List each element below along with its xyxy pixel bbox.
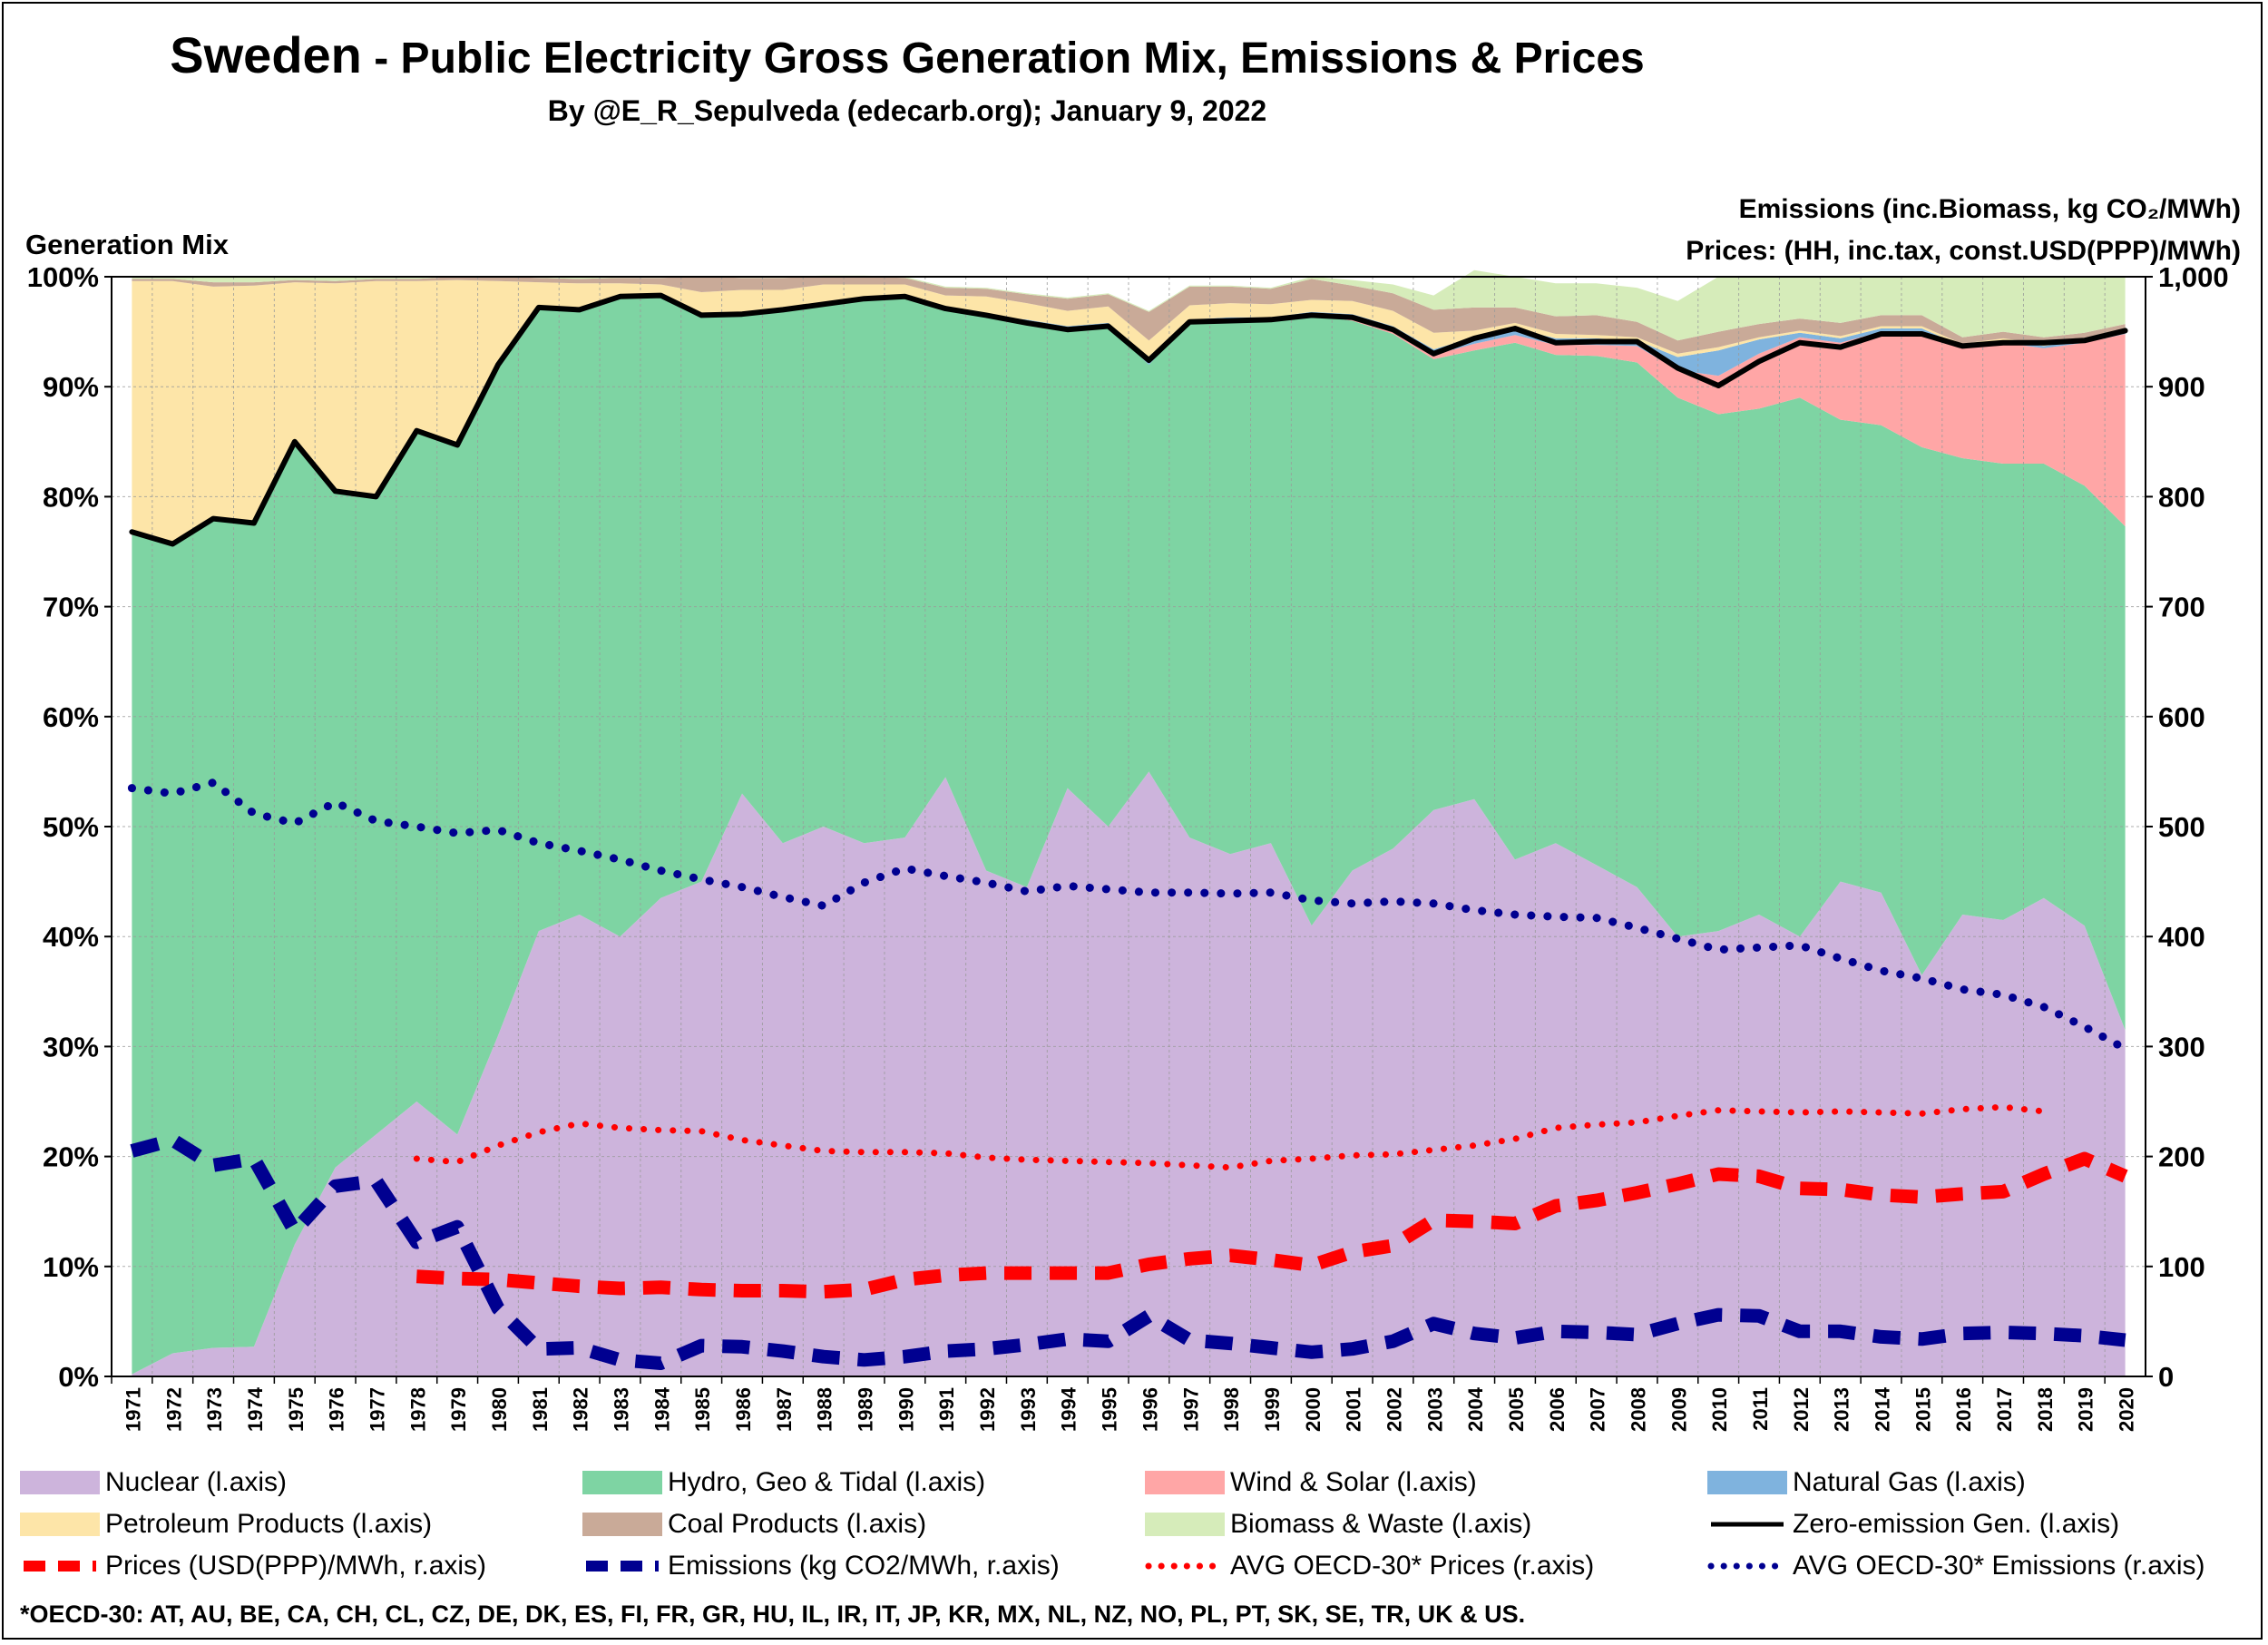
x-tick-label: 1981 (529, 1387, 552, 1432)
line-emissions (130, 1132, 2126, 1370)
right-tick-label: 900 (2158, 371, 2205, 403)
left-tick-label: 30% (43, 1031, 99, 1062)
x-tick-label: 1993 (1017, 1387, 1040, 1432)
line-zero_emission (129, 292, 2128, 547)
right-tick-label: 0 (2158, 1361, 2174, 1393)
left-tick-label: 70% (43, 592, 99, 623)
x-tick-label: 2018 (2034, 1387, 2057, 1432)
left-tick-label: 50% (43, 811, 99, 843)
x-tick-label: 1976 (326, 1387, 348, 1432)
right-tick-label: 400 (2158, 921, 2205, 953)
x-tick-label: 1974 (244, 1386, 267, 1432)
right-tick-label: 700 (2158, 592, 2205, 623)
x-tick-label: 1995 (1099, 1387, 1121, 1432)
area-hydro (132, 295, 2126, 1375)
right-tick-label: 500 (2158, 811, 2205, 843)
x-tick-label: 1973 (203, 1387, 226, 1432)
x-tick-label: 2017 (1993, 1387, 2016, 1432)
left-tick-label: 0% (58, 1361, 99, 1393)
x-tick-label: 1997 (1179, 1387, 1202, 1432)
right-tick-label: 300 (2158, 1031, 2205, 1062)
line-prices (415, 1151, 2128, 1299)
x-tick-label: 2009 (1667, 1387, 1690, 1432)
right-axis-title-prices: Prices: (HH, inc.tax, const.USD(PPP)/MWh… (1686, 236, 2241, 266)
x-tick-label: 2002 (1383, 1387, 1405, 1432)
x-tick-label: 1980 (488, 1387, 511, 1432)
right-tick-label: 200 (2158, 1141, 2205, 1173)
right-axis-title-emissions: Emissions (inc.Biomass, kg CO₂/MWh) (1738, 194, 2241, 224)
area-biomass (132, 269, 2126, 341)
x-tick-label: 1983 (611, 1387, 633, 1432)
chart-title: Sweden - Public Electricity Gross Genera… (0, 25, 1814, 84)
title-subtitle: - Public Electricity Gross Generation Mi… (361, 34, 1645, 83)
left-axis-title: Generation Mix (25, 229, 229, 260)
title-country: Sweden (170, 26, 362, 83)
left-tick-label: 20% (43, 1141, 99, 1173)
x-tick-label: 1984 (650, 1386, 673, 1432)
x-tick-label: 1987 (773, 1387, 796, 1432)
left-tick-label: 60% (43, 701, 99, 733)
x-tick-label: 2015 (1911, 1387, 1934, 1432)
x-tick-label: 1992 (976, 1387, 999, 1432)
x-tick-label: 2004 (1464, 1386, 1487, 1432)
x-tick-label: 1977 (366, 1387, 388, 1432)
x-tick-label: 1988 (814, 1387, 836, 1432)
x-tick-label: 2008 (1628, 1387, 1650, 1432)
x-tick-label: 1994 (1058, 1386, 1080, 1432)
left-tick-label: 100% (27, 261, 99, 293)
x-tick-label: 1986 (732, 1387, 755, 1432)
footnote: *OECD-30: AT, AU, BE, CA, CH, CL, CZ, DE… (20, 1601, 1526, 1628)
left-tick-label: 10% (43, 1251, 99, 1283)
line-avg_prices (413, 1103, 2048, 1171)
x-tick-label: 2001 (1343, 1387, 1365, 1432)
x-tick-label: 1978 (406, 1387, 429, 1432)
x-tick-label: 1972 (162, 1387, 185, 1432)
x-tick-label: 1979 (447, 1387, 470, 1432)
left-tick-label: 40% (43, 921, 99, 953)
x-tick-label: 1991 (935, 1387, 958, 1432)
x-tick-label: 2006 (1546, 1387, 1569, 1432)
x-tick-label: 1982 (570, 1387, 592, 1432)
line-avg_emissions (127, 778, 2130, 1053)
x-tick-label: 1990 (894, 1387, 917, 1432)
x-tick-label: 2005 (1505, 1387, 1528, 1432)
chart-byline: By @E_R_Sepulveda (edecarb.org); January… (547, 94, 1267, 127)
x-tick-label: 2019 (2075, 1387, 2097, 1432)
x-tick-label: 1996 (1139, 1387, 1161, 1432)
x-tick-label: 2010 (1708, 1387, 1731, 1432)
x-tick-label: 1989 (855, 1387, 877, 1432)
area-wind_solar (132, 295, 2126, 544)
x-tick-label: 2012 (1790, 1387, 1813, 1432)
x-tick-label: 1999 (1261, 1387, 1284, 1432)
x-tick-label: 2003 (1423, 1387, 1446, 1432)
x-tick-label: 2020 (2116, 1387, 2138, 1432)
right-tick-label: 800 (2158, 481, 2205, 513)
x-tick-label: 1975 (285, 1387, 308, 1432)
left-tick-label: 90% (43, 371, 99, 403)
x-tick-label: 1971 (122, 1387, 144, 1432)
right-tick-label: 600 (2158, 701, 2205, 733)
x-tick-label: 2011 (1749, 1387, 1772, 1431)
x-tick-label: 1998 (1220, 1387, 1243, 1432)
x-tick-label: 1985 (691, 1387, 714, 1432)
x-tick-label: 2013 (1831, 1387, 1853, 1432)
x-tick-label: 2000 (1302, 1387, 1325, 1432)
x-tick-label: 2016 (1952, 1387, 1975, 1432)
right-tick-label: 1,000 (2158, 261, 2229, 293)
x-tick-label: 2014 (1872, 1386, 1894, 1432)
x-tick-label: 2007 (1587, 1387, 1609, 1432)
right-tick-label: 100 (2158, 1251, 2205, 1283)
left-tick-label: 80% (43, 481, 99, 513)
